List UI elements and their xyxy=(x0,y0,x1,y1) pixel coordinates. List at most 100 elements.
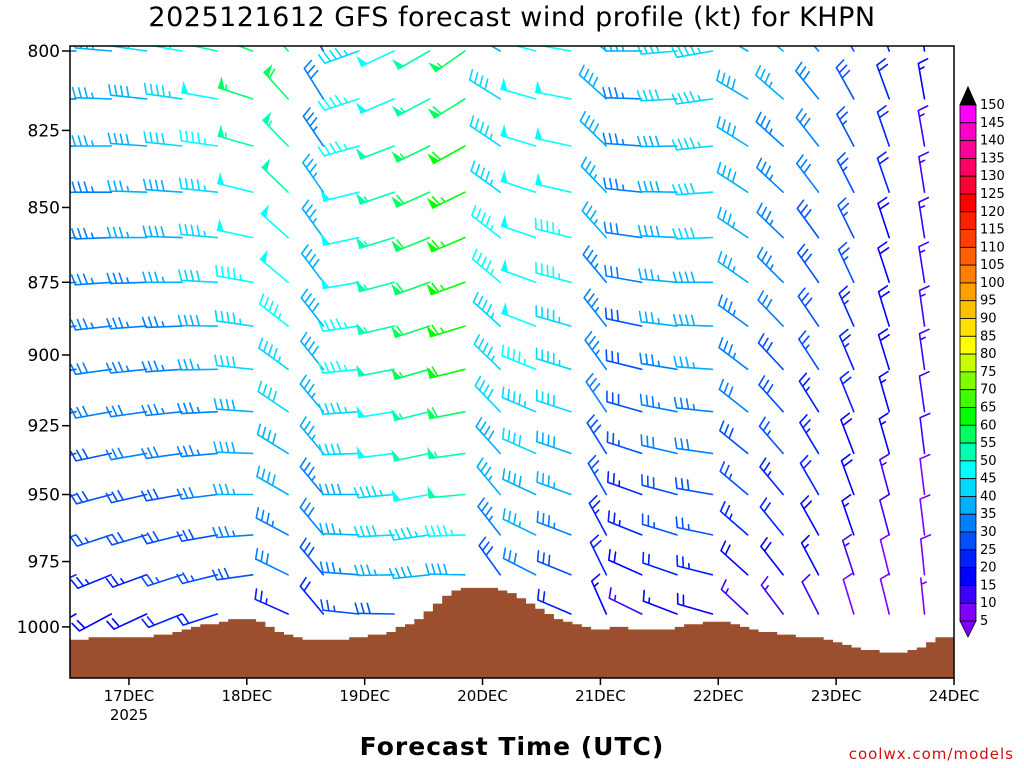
colorbar-label: 10 xyxy=(980,596,997,611)
colorbar-swatch xyxy=(960,176,976,194)
barb-staff xyxy=(479,537,500,575)
barb-flag xyxy=(219,29,225,40)
barb-staff xyxy=(179,270,217,282)
barb-staff xyxy=(474,335,500,369)
wind-barb xyxy=(718,208,748,238)
barb-staff xyxy=(107,614,147,629)
wind-barb xyxy=(178,446,218,457)
colorbar-label: 130 xyxy=(980,169,1005,184)
barb-staff xyxy=(878,152,890,192)
barb-staff xyxy=(674,315,713,326)
wind-barb xyxy=(300,499,323,535)
barb-staff xyxy=(756,113,783,147)
wind-barb xyxy=(502,345,535,369)
barb-staff xyxy=(802,575,818,614)
barb-staff xyxy=(71,407,111,419)
barb-flag xyxy=(357,282,365,292)
wind-barb xyxy=(357,325,394,335)
wind-barb xyxy=(357,51,394,66)
barb-flag xyxy=(357,195,366,205)
barb-staff xyxy=(142,575,182,586)
wind-barb xyxy=(796,62,819,99)
barb-flag xyxy=(536,174,542,185)
wind-barb xyxy=(303,108,323,146)
barb-staff xyxy=(143,226,182,237)
barb-staff xyxy=(301,333,324,370)
wind-barb xyxy=(720,421,748,453)
wind-barb xyxy=(580,65,607,99)
barb-staff xyxy=(214,485,253,495)
barb-staff xyxy=(256,508,288,535)
wind-barb xyxy=(474,335,500,369)
barb-staff xyxy=(177,488,217,499)
barb-staff xyxy=(919,152,928,192)
wind-barb xyxy=(393,146,430,162)
barb-staff xyxy=(72,614,111,631)
barb-staff xyxy=(537,390,571,412)
wind-profile-chart: 8008258508759009259509751000 17DEC202518… xyxy=(0,0,1024,768)
barb-staff xyxy=(471,161,500,192)
barb-staff xyxy=(71,492,111,504)
wind-barb xyxy=(760,498,783,535)
wind-barb xyxy=(591,535,607,575)
barb-flag xyxy=(219,78,225,89)
wind-barb xyxy=(108,228,147,238)
barb-staff xyxy=(321,562,359,575)
wind-barb xyxy=(72,136,111,146)
barb-staff xyxy=(354,486,394,497)
wind-barb xyxy=(143,226,182,237)
wind-barb xyxy=(501,126,535,146)
wind-barb xyxy=(106,533,146,545)
barb-staff xyxy=(107,448,147,459)
barb-flag xyxy=(501,79,507,90)
barb-staff xyxy=(800,415,819,454)
wind-barb xyxy=(144,180,182,193)
wind-barb xyxy=(585,332,606,370)
wind-barb xyxy=(502,387,535,411)
wind-barb xyxy=(837,107,854,146)
wind-barb xyxy=(256,508,288,535)
barb-staff xyxy=(603,88,642,99)
barb-flag xyxy=(501,32,507,43)
wind-barb xyxy=(877,59,889,99)
wind-barb xyxy=(259,338,288,369)
barb-staff xyxy=(319,444,358,455)
x-tick-label: 24DEC xyxy=(929,687,980,705)
wind-barb xyxy=(878,242,889,282)
wind-barb xyxy=(501,32,536,51)
barb-staff xyxy=(216,266,253,283)
wind-barb xyxy=(757,158,783,192)
wind-barb xyxy=(919,198,928,238)
wind-barb xyxy=(757,203,783,237)
barb-staff xyxy=(839,286,854,326)
barb-staff xyxy=(503,469,536,495)
barb-staff xyxy=(879,413,889,453)
wind-barb xyxy=(474,293,501,327)
y-tick-label: 825 xyxy=(28,121,60,141)
wind-barb xyxy=(536,35,571,51)
colorbar-swatch xyxy=(960,496,976,514)
wind-barb xyxy=(71,319,111,330)
credit-link[interactable]: coolwx.com/models xyxy=(849,745,1014,763)
barb-staff xyxy=(319,49,359,64)
wind-barb xyxy=(302,245,324,282)
barb-staff xyxy=(607,391,642,411)
barb-staff xyxy=(721,502,748,535)
barb-staff xyxy=(721,580,747,614)
barb-staff xyxy=(642,475,677,495)
barb-staff xyxy=(355,603,394,614)
wind-barb xyxy=(504,548,536,575)
barb-staff xyxy=(840,372,854,412)
barb-staff xyxy=(606,308,642,326)
wind-barb xyxy=(264,66,288,99)
wind-barb xyxy=(638,182,677,193)
barb-staff xyxy=(108,133,146,146)
wind-barb xyxy=(219,78,253,99)
barb-staff xyxy=(760,498,783,535)
barb-staff xyxy=(919,242,928,282)
barb-staff xyxy=(72,136,111,146)
wind-barb xyxy=(216,266,253,283)
wind-barb xyxy=(392,326,429,337)
wind-barb xyxy=(838,198,854,237)
barb-staff xyxy=(673,184,713,195)
